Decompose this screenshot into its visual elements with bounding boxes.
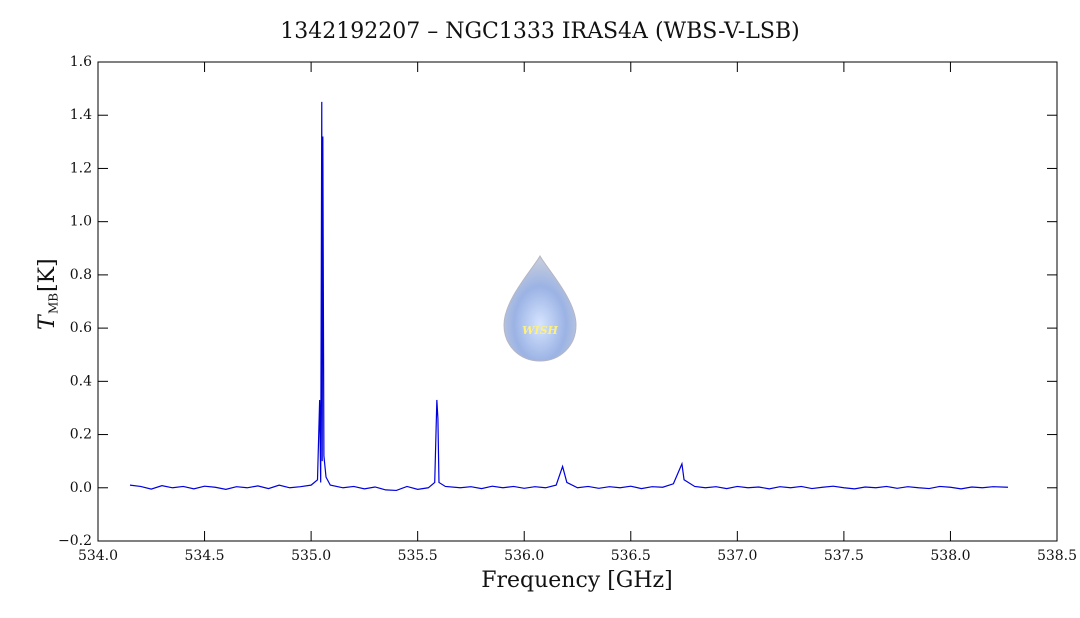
x-tick-label: 538.0 (930, 548, 970, 564)
x-tick-label: 537.5 (824, 548, 864, 564)
y-tick-label: 1.4 (70, 107, 92, 123)
y-tick-label: 1.6 (70, 54, 92, 70)
x-tick-label: 535.5 (398, 548, 438, 564)
y-tick-label: 0.2 (70, 427, 92, 443)
x-tick-label: 537.0 (717, 548, 757, 564)
y-tick-label: 0.8 (70, 267, 92, 283)
x-tick-label: 536.0 (504, 548, 544, 564)
y-label-subscript: MB (47, 293, 61, 314)
y-label-unit: [K] (35, 258, 60, 292)
y-axis-label: T MB [K] (35, 258, 61, 330)
y-tick-label: −0.2 (58, 533, 92, 549)
y-tick-label: 1.0 (70, 214, 92, 230)
y-tick-label: 0.6 (70, 320, 92, 336)
y-tick-label: 1.2 (70, 160, 92, 176)
spectrum-line (129, 101, 1009, 492)
x-tick-label: 534.5 (185, 548, 225, 564)
x-tick-label: 534.0 (78, 548, 118, 564)
x-axis-label: Frequency [GHz] (481, 568, 673, 593)
x-tick-label: 535.0 (291, 548, 331, 564)
x-tick-label: 536.5 (611, 548, 651, 564)
y-label-symbol: T (35, 313, 60, 330)
y-tick-label: 0.0 (70, 480, 92, 496)
watermark-text: WISH (522, 324, 558, 337)
plot-frame (97, 61, 1058, 542)
chart-title: 1342192207 – NGC1333 IRAS4A (WBS-V-LSB) (280, 19, 800, 44)
watermark: WISH (503, 254, 577, 362)
watermark-drop (503, 254, 577, 362)
x-tick-label: 538.5 (1037, 548, 1077, 564)
y-tick-label: 0.4 (70, 373, 92, 389)
